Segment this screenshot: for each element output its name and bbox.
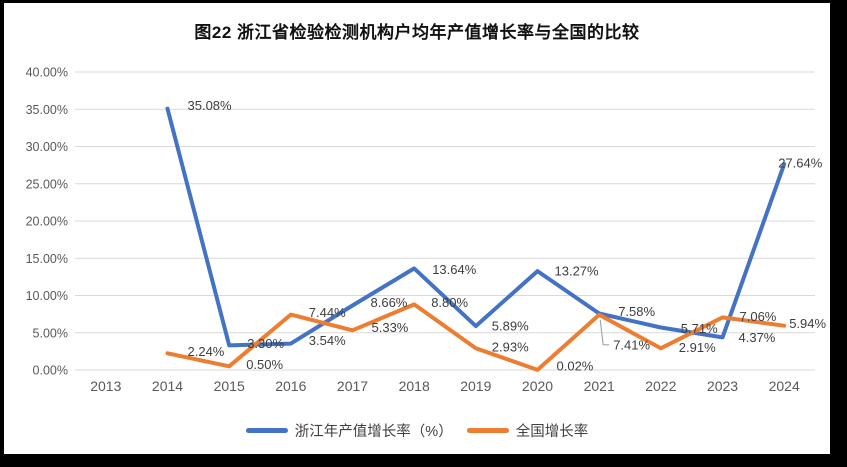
x-axis-tick-label: 2018	[399, 378, 430, 394]
data-label-1: 7.41%	[613, 337, 650, 352]
data-label-1: 2.93%	[492, 340, 529, 355]
data-label-0: 27.64%	[778, 156, 823, 171]
legend-item-national: 全国增长率	[466, 420, 589, 441]
data-label-1: 2.24%	[188, 344, 225, 359]
x-axis-tick-label: 2017	[337, 378, 368, 394]
data-label-0: 35.08%	[188, 98, 233, 113]
data-label-0: 13.27%	[555, 264, 600, 279]
data-label-0: 3.30%	[247, 336, 284, 351]
data-label-0: 5.71%	[681, 321, 718, 336]
data-label-1: 0.02%	[557, 358, 594, 373]
data-label-0: 7.58%	[618, 304, 655, 319]
legend-label-zhejiang: 浙江年产值增长率（%）	[294, 423, 453, 440]
data-label-1: 7.44%	[309, 305, 346, 320]
series-line-1	[165, 302, 787, 372]
data-label-0: 4.37%	[739, 330, 776, 345]
y-axis-tick-label: 40.00%	[26, 66, 68, 80]
x-axis-tick-label: 2020	[522, 378, 553, 394]
data-label-1: 5.94%	[789, 316, 826, 331]
legend-item-zhejiang: 浙江年产值增长率（%）	[245, 420, 453, 441]
x-axis-tick-label: 2023	[707, 378, 738, 394]
x-axis-tick-label: 2019	[460, 378, 491, 394]
y-axis-tick-label: 30.00%	[26, 140, 68, 154]
data-label-leader-line	[599, 319, 610, 346]
x-axis-tick-label: 2016	[275, 378, 306, 394]
y-axis-tick-label: 5.00%	[33, 326, 68, 340]
line-chart-canvas: 0.00% 5.00% 10.00% 15.00% 20.00% 25.00% 30.00%…	[26, 66, 827, 395]
y-axis-tick-label: 0.00%	[33, 364, 68, 378]
x-axis-tick-label: 2014	[152, 378, 183, 394]
x-axis-tick-label: 2015	[214, 378, 245, 394]
legend-label-national: 全国增长率	[515, 423, 589, 440]
data-label-0: 13.64%	[432, 262, 477, 277]
x-axis-tick-label: 2021	[584, 378, 615, 394]
data-label-1: 5.33%	[372, 320, 409, 335]
chart-legend: 浙江年产值增长率（%） 全国增长率	[4, 419, 830, 441]
data-label-1: 2.91%	[679, 340, 716, 355]
data-label-1: 7.06%	[740, 309, 777, 324]
y-axis-tick-label: 15.00%	[26, 252, 68, 266]
data-label-0: 5.89%	[492, 319, 529, 334]
x-axis-tick-label: 2013	[90, 378, 121, 394]
data-label-1: 0.50%	[246, 357, 283, 372]
y-axis-tick-label: 35.00%	[26, 103, 68, 117]
legend-swatch-zhejiang-line	[245, 427, 288, 433]
data-label-1: 8.80%	[431, 295, 468, 310]
x-axis-tick-label: 2024	[769, 378, 800, 394]
chart-title: 图22 浙江省检验检测机构户均年产值增长率与全国的比较	[194, 23, 640, 42]
data-label-0: 3.54%	[309, 333, 346, 348]
y-axis-tick-label: 25.00%	[26, 177, 68, 191]
chart-card: 图22 浙江省检验检测机构户均年产值增长率与全国的比较 0.00% 5.00% 10…	[4, 3, 830, 454]
data-label-0: 8.66%	[371, 295, 408, 310]
y-axis-tick-label: 10.00%	[26, 289, 68, 303]
legend-swatch-national-line	[466, 427, 509, 433]
x-axis-tick-label: 2022	[645, 378, 676, 394]
y-axis-tick-label: 20.00%	[26, 215, 68, 229]
series-line-0	[165, 106, 787, 348]
